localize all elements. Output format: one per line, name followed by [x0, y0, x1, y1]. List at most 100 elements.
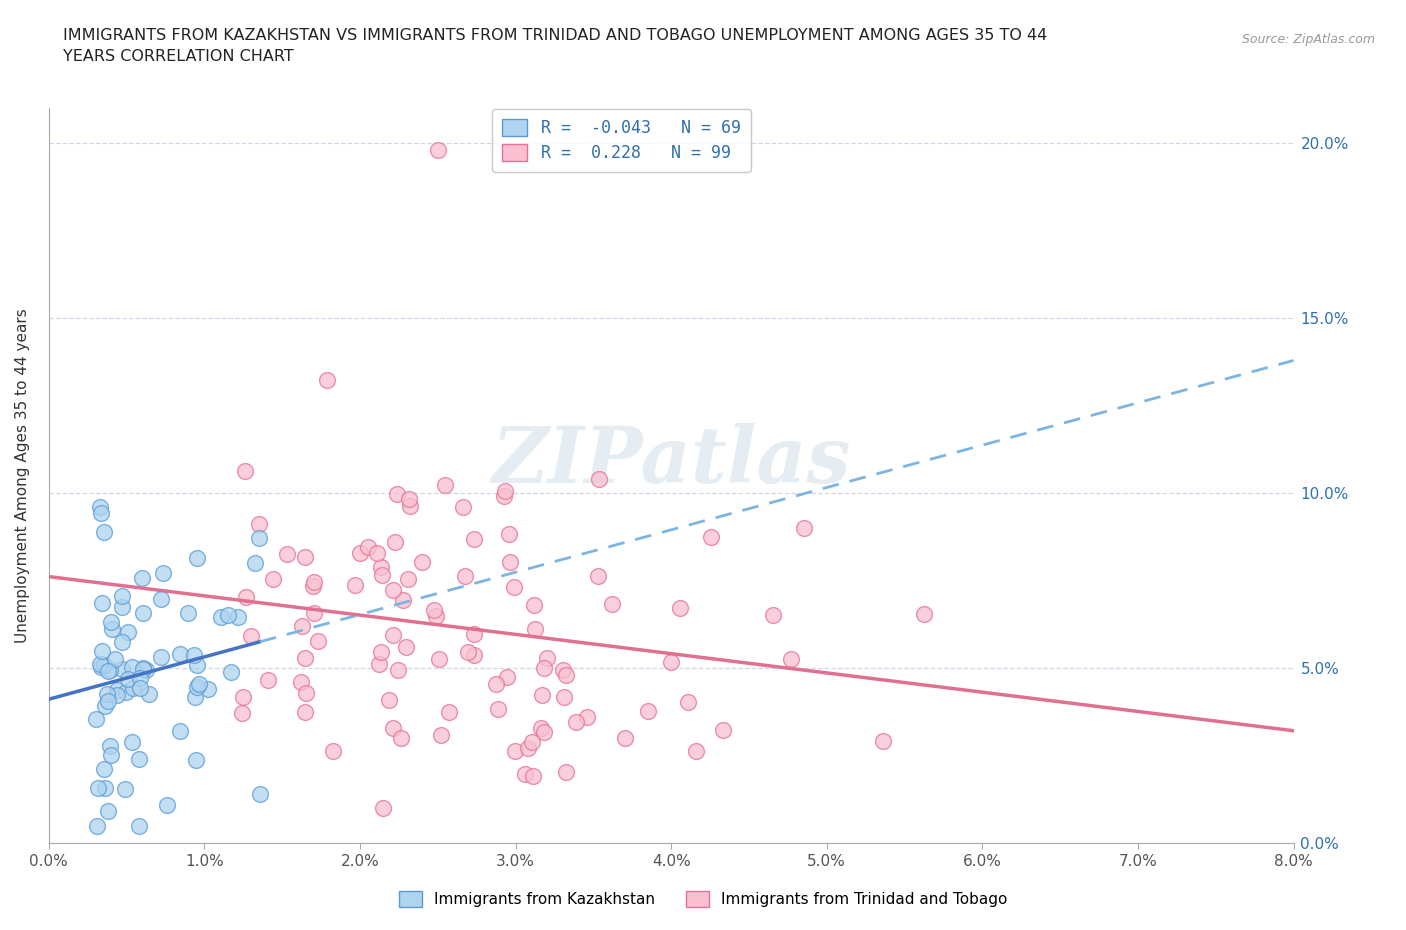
- Point: [912, 606, 935, 621]
- Point: [94, 699, 117, 714]
- Point: [315, 373, 337, 388]
- Point: [186, 551, 208, 565]
- Point: [111, 634, 134, 649]
- Point: [90, 506, 112, 521]
- Point: [100, 615, 122, 630]
- Point: [249, 787, 271, 802]
- Point: [291, 618, 314, 633]
- Point: [121, 735, 143, 750]
- Point: [93, 658, 115, 673]
- Text: Source: ZipAtlas.com: Source: ZipAtlas.com: [1241, 33, 1375, 46]
- Point: [152, 565, 174, 580]
- Text: ZIPatlas: ZIPatlas: [492, 422, 851, 499]
- Point: [586, 568, 609, 583]
- Point: [536, 650, 558, 665]
- Point: [494, 484, 516, 498]
- Point: [463, 531, 485, 546]
- Point: [370, 567, 392, 582]
- Point: [114, 781, 136, 796]
- Point: [302, 578, 325, 593]
- Point: [197, 681, 219, 696]
- Point: [221, 664, 243, 679]
- Point: [554, 667, 576, 682]
- Point: [235, 463, 257, 478]
- Point: [97, 694, 120, 709]
- Y-axis label: Unemployment Among Ages 35 to 44 years: Unemployment Among Ages 35 to 44 years: [15, 308, 30, 643]
- Point: [90, 659, 112, 674]
- Point: [97, 804, 120, 818]
- Point: [533, 724, 555, 739]
- Point: [121, 660, 143, 675]
- Point: [247, 530, 270, 545]
- Point: [101, 621, 124, 636]
- Point: [184, 752, 207, 767]
- Point: [115, 684, 138, 699]
- Point: [371, 801, 394, 816]
- Point: [492, 489, 515, 504]
- Point: [186, 658, 208, 672]
- Point: [98, 738, 121, 753]
- Point: [463, 627, 485, 642]
- Point: [156, 797, 179, 812]
- Point: [294, 685, 316, 700]
- Point: [498, 526, 520, 541]
- Point: [553, 690, 575, 705]
- Point: [517, 740, 540, 755]
- Point: [231, 706, 253, 721]
- Point: [600, 596, 623, 611]
- Point: [122, 680, 145, 695]
- Point: [377, 693, 399, 708]
- Point: [357, 539, 380, 554]
- Point: [111, 600, 134, 615]
- Point: [382, 720, 405, 735]
- Point: [86, 818, 108, 833]
- Point: [184, 690, 207, 705]
- Point: [425, 608, 447, 623]
- Point: [149, 649, 172, 664]
- Point: [437, 704, 460, 719]
- Point: [554, 764, 576, 779]
- Point: [226, 609, 249, 624]
- Point: [453, 568, 475, 583]
- Point: [463, 647, 485, 662]
- Point: [183, 647, 205, 662]
- Point: [307, 633, 329, 648]
- Point: [128, 818, 150, 833]
- Point: [138, 686, 160, 701]
- Point: [96, 686, 118, 701]
- Point: [111, 661, 134, 676]
- Point: [91, 643, 114, 658]
- Point: [93, 762, 115, 777]
- Point: [247, 516, 270, 531]
- Point: [187, 676, 209, 691]
- Point: [117, 625, 139, 640]
- Point: [100, 747, 122, 762]
- Point: [294, 550, 316, 565]
- Point: [129, 671, 152, 685]
- Point: [370, 559, 392, 574]
- Point: [396, 571, 419, 586]
- Point: [399, 498, 422, 513]
- Point: [486, 701, 509, 716]
- Point: [503, 744, 526, 759]
- Point: [389, 731, 412, 746]
- Point: [104, 651, 127, 666]
- Point: [131, 661, 153, 676]
- Point: [872, 734, 894, 749]
- Point: [530, 688, 553, 703]
- Point: [576, 709, 599, 724]
- Point: [169, 724, 191, 738]
- Text: IMMIGRANTS FROM KAZAKHSTAN VS IMMIGRANTS FROM TRINIDAD AND TOBAGO UNEMPLOYMENT A: IMMIGRANTS FROM KAZAKHSTAN VS IMMIGRANTS…: [63, 28, 1047, 64]
- Point: [711, 723, 734, 737]
- Point: [495, 670, 517, 684]
- Point: [276, 546, 298, 561]
- Point: [530, 721, 553, 736]
- Point: [105, 687, 128, 702]
- Point: [370, 644, 392, 659]
- Point: [84, 711, 107, 726]
- Point: [131, 605, 153, 620]
- Point: [302, 605, 325, 620]
- Point: [343, 578, 366, 592]
- Point: [659, 655, 682, 670]
- Point: [522, 735, 544, 750]
